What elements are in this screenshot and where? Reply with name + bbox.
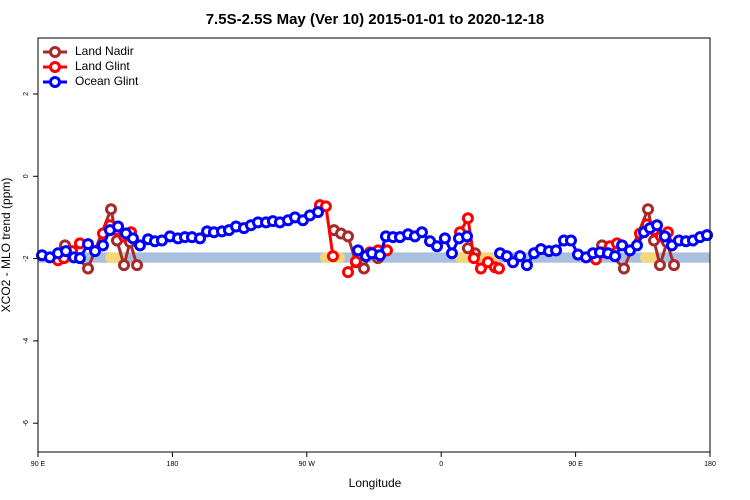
data-point (82, 262, 95, 275)
data-point (89, 245, 102, 258)
legend-label: Ocean Glint (75, 74, 139, 88)
chart-title: 7.5S-2.5S May (Ver 10) 2015-01-01 to 202… (206, 11, 545, 28)
data-point (438, 232, 451, 245)
x-tick-label: 90 E (31, 461, 46, 468)
data-point (357, 262, 370, 275)
data-point (326, 250, 339, 263)
data-point (133, 239, 146, 252)
data-point (492, 262, 505, 275)
legend-marker (49, 46, 61, 58)
y-tick-label: -6 (23, 420, 30, 426)
data-point (373, 249, 386, 262)
y-axis-label: XCO2 - MLO trend (ppm) (0, 178, 13, 313)
x-tick-label: 0 (439, 461, 443, 468)
x-axis-label: Longitude (349, 476, 402, 490)
data-point (474, 262, 487, 275)
data-point (668, 259, 681, 272)
data-point (342, 266, 355, 279)
data-point (118, 259, 131, 272)
data-point (431, 240, 444, 253)
legend-marker (49, 76, 61, 88)
data-point (319, 200, 332, 213)
data-point (445, 247, 458, 260)
data-point (131, 259, 144, 272)
data-point (617, 262, 630, 275)
y-tick-label: -2 (23, 255, 30, 261)
data-point (467, 252, 480, 265)
data-point (415, 226, 428, 239)
plot-area (36, 199, 714, 279)
x-tick-label: 90 E (568, 461, 583, 468)
data-point (630, 239, 643, 252)
data-point (550, 244, 563, 257)
data-point (105, 203, 118, 216)
legend-marker (49, 61, 61, 73)
data-point (82, 238, 95, 251)
data-point (352, 244, 365, 257)
data-point (507, 256, 520, 269)
y-tick-label: 0 (23, 174, 30, 178)
data-point (461, 230, 474, 243)
y-tick-label: 2 (23, 92, 30, 96)
data-point (73, 252, 86, 265)
data-point (461, 212, 474, 225)
data-point (59, 245, 72, 258)
data-point (312, 206, 324, 219)
legend-label: Land Nadir (75, 44, 134, 58)
plot-frame (37, 37, 711, 453)
data-point (642, 203, 655, 216)
data-point (564, 234, 577, 247)
data-point (650, 219, 663, 232)
data-point (520, 259, 533, 272)
data-point (126, 232, 139, 245)
data-point (112, 220, 125, 233)
data-point (701, 229, 714, 242)
band-highlight (639, 252, 660, 263)
data-point (514, 250, 527, 263)
x-tick-label: 90 W (299, 461, 316, 468)
data-point (194, 232, 207, 245)
data-point (653, 259, 666, 272)
data-point (609, 250, 622, 263)
data-point (658, 230, 671, 243)
data-point (616, 239, 629, 252)
data-point (342, 230, 355, 243)
x-tick-label: 180 (167, 461, 179, 468)
data-point (96, 239, 109, 252)
x-tick-label: 180 (704, 461, 716, 468)
data-point (349, 255, 362, 268)
y-tick-label: -4 (23, 338, 30, 344)
legend-label: Land Glint (75, 59, 130, 73)
